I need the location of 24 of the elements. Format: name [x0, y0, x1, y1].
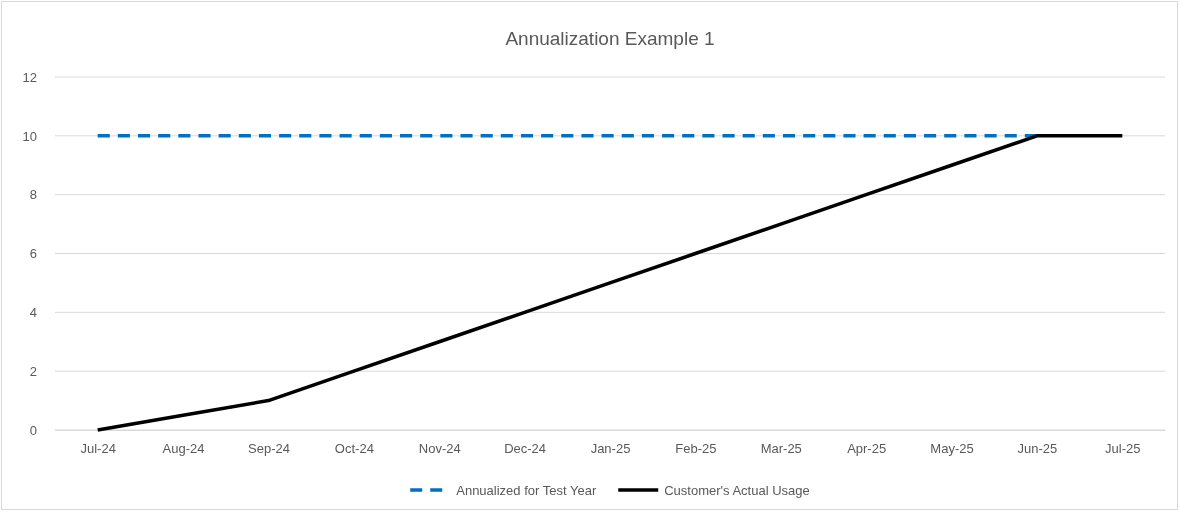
x-tick-label: Jul-24 — [80, 441, 116, 457]
legend-label: Customer's Actual Usage — [664, 482, 810, 498]
y-tick-label: 0 — [29, 422, 37, 438]
x-tick-label: Jun-25 — [1017, 441, 1058, 457]
y-tick-label: 8 — [29, 187, 37, 203]
x-tick-label: Aug-24 — [162, 441, 205, 457]
line-series — [95, 134, 1125, 432]
x-tick-label: Dec-24 — [504, 441, 547, 457]
y-tick-label: 2 — [29, 363, 37, 379]
x-tick-label: Apr-25 — [847, 441, 887, 457]
y-tick-label: 10 — [22, 128, 37, 144]
x-tick-label: Feb-25 — [675, 441, 717, 457]
x-tick-label: Nov-24 — [418, 441, 461, 457]
chart-title: Annualization Example 1 — [505, 28, 715, 49]
x-tick-label: Mar-25 — [760, 441, 802, 457]
x-tick-label: Jan-25 — [590, 441, 631, 457]
legend-label: Annualized for Test Year — [456, 482, 597, 498]
y-tick-label: 6 — [29, 246, 37, 262]
x-tick-label: Sep-24 — [248, 441, 290, 457]
y-tick-label: 12 — [22, 69, 37, 85]
x-tick-label: May-25 — [930, 441, 974, 457]
x-tick-label: Oct-24 — [334, 441, 374, 457]
y-tick-label: 4 — [29, 304, 37, 320]
x-tick-label: Jul-25 — [1105, 441, 1141, 457]
